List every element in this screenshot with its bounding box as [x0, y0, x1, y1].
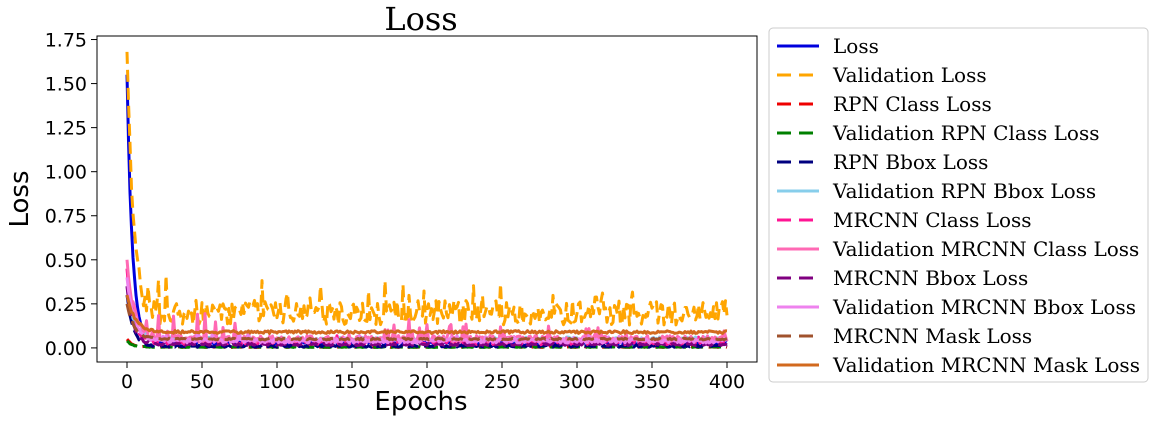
x-tick-label: 250	[484, 371, 520, 393]
series-line	[125, 303, 728, 342]
y-tick-label: 0.75	[45, 206, 87, 228]
legend-frame	[768, 27, 1149, 383]
legend-entry: MRCNN Class Loss	[833, 208, 1032, 232]
y-tick-label: 1.75	[45, 30, 87, 52]
series-line	[125, 286, 728, 347]
x-tick-label: 350	[634, 371, 670, 393]
x-axis-label: Epochs	[374, 387, 467, 417]
legend-entry: RPN Bbox Loss	[833, 150, 988, 174]
legend-entry: Loss	[833, 34, 879, 58]
y-tick-label: 1.25	[45, 118, 87, 140]
series-line	[125, 259, 729, 345]
x-tick-label: 300	[559, 371, 595, 393]
x-tick-label: 50	[190, 371, 214, 393]
x-axis-ticks: 0 50 100 150 200 250 300 350 400	[121, 362, 745, 393]
legend-entry: MRCNN Bbox Loss	[833, 266, 1028, 290]
legend-entry: Validation Loss	[832, 63, 987, 87]
x-tick-label: 150	[334, 371, 370, 393]
legend-entry: MRCNN Mask Loss	[833, 324, 1032, 348]
legend-entry: Validation MRCNN Bbox Loss	[832, 295, 1136, 319]
legend-entry: Validation RPN Bbox Loss	[832, 179, 1096, 203]
x-tick-label: 0	[121, 371, 133, 393]
y-axis-ticks: 0.00 0.25 0.50 0.75 1.00 1.25 1.50 1.75	[45, 30, 97, 360]
legend-items: Loss Validation Loss RPN Class Loss Validat…	[777, 34, 1140, 377]
legend-entry: Validation MRCNN Mask Loss	[832, 353, 1140, 377]
x-tick-label: 100	[259, 371, 295, 393]
y-tick-label: 0.50	[45, 250, 87, 272]
plot-series	[125, 51, 729, 349]
y-tick-label: 1.00	[45, 162, 87, 184]
series-line	[125, 51, 729, 327]
legend-entry: RPN Class Loss	[833, 92, 992, 116]
y-tick-label: 1.50	[45, 74, 87, 96]
legend-entry: Validation RPN Class Loss	[832, 121, 1100, 145]
legend: Loss Validation Loss RPN Class Loss Validat…	[768, 27, 1149, 383]
x-tick-label: 200	[409, 371, 445, 393]
chart-title: Loss	[384, 0, 457, 38]
legend-entry: Validation MRCNN Class Loss	[832, 237, 1139, 261]
x-tick-label: 400	[709, 371, 745, 393]
series-line	[125, 294, 728, 335]
y-tick-label: 0.25	[45, 294, 87, 316]
y-axis-label: Loss	[5, 170, 35, 227]
y-tick-label: 0.00	[45, 338, 87, 360]
